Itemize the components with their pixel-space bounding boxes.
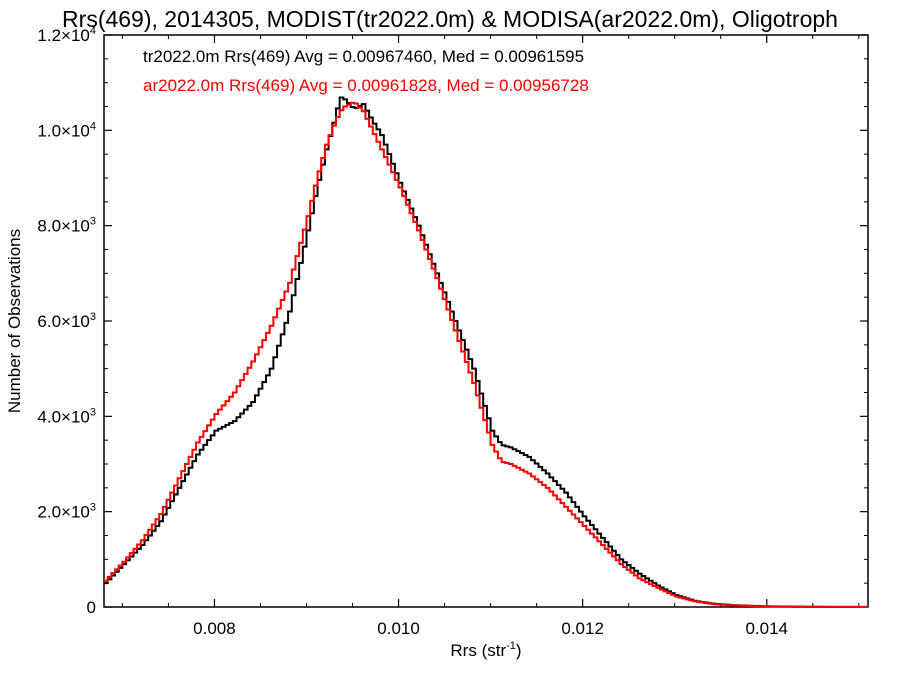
legend-entry-1: tr2022.0m Rrs(469) Avg = 0.00967460, Med… <box>143 47 584 66</box>
y-tick-label: 1.2×104 <box>37 25 96 45</box>
x-tick-label: 0.012 <box>561 619 604 638</box>
series-lines <box>104 96 868 608</box>
x-axis-label-sup: -1 <box>506 640 516 652</box>
x-axis-label-base: Rrs (str <box>450 641 506 660</box>
y-tick-label: 1.0×104 <box>37 120 96 140</box>
x-tick-label: 0.008 <box>193 619 236 638</box>
y-tick-mantissa: 2.0×10 <box>37 503 89 522</box>
y-tick-label: 4.0×103 <box>37 406 96 426</box>
y-tick-exponent: 4 <box>90 25 96 37</box>
y-tick-exponent: 3 <box>90 311 96 323</box>
y-axis-label: Number of Observations <box>5 229 24 413</box>
y-tick-mantissa: 8.0×10 <box>37 217 89 236</box>
y-tick-exponent: 4 <box>90 120 96 132</box>
y-tick-label: 6.0×103 <box>37 311 96 331</box>
y-tick-mantissa: 1.0×10 <box>37 121 89 140</box>
series-line-2 <box>104 101 868 608</box>
y-tick-mantissa: 4.0×10 <box>37 407 89 426</box>
y-tick-label: 2.0×103 <box>37 502 96 522</box>
x-axis-ticks: 0.008 0.010 0.012 0.014 <box>121 35 860 638</box>
y-tick-mantissa: 6.0×10 <box>37 312 89 331</box>
legend: tr2022.0m Rrs(469) Avg = 0.00967460, Med… <box>143 47 589 95</box>
x-tick-label: 0.014 <box>745 619 788 638</box>
x-axis-label-close: ) <box>516 641 522 660</box>
x-axis-label: Rrs (str-1) <box>450 640 521 660</box>
chart-title: Rrs(469), 2014305, MODIST(tr2022.0m) & M… <box>62 6 838 32</box>
y-tick-mantissa: 1.2×10 <box>37 26 89 45</box>
y-tick-exponent: 3 <box>90 216 96 228</box>
y-tick-exponent: 3 <box>90 406 96 418</box>
legend-entry-2: ar2022.0m Rrs(469) Avg = 0.00961828, Med… <box>143 76 589 95</box>
x-tick-label: 0.010 <box>377 619 420 638</box>
y-tick-label: 0 <box>87 598 96 617</box>
y-axis-ticks: 02.0×1034.0×1036.0×1038.0×1031.0×1041.2×… <box>37 25 868 617</box>
y-tick-exponent: 3 <box>90 502 96 514</box>
y-tick-label: 8.0×103 <box>37 216 96 236</box>
